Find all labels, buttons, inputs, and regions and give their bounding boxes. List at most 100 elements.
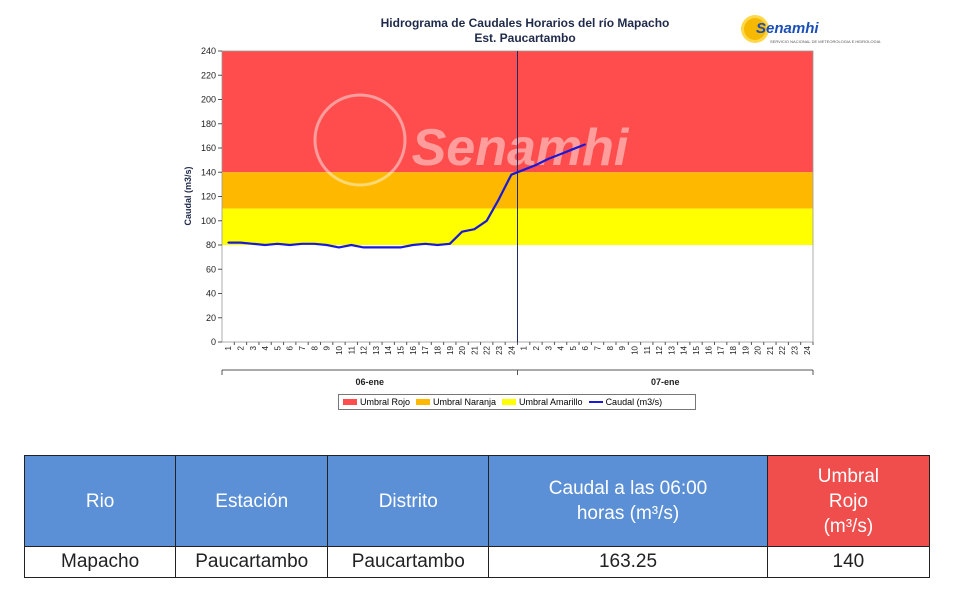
x-tick-label: 20 (754, 345, 763, 354)
data-point (461, 230, 463, 233)
y-tick-label: 140 (201, 167, 216, 177)
data-point (276, 242, 279, 245)
y-tick-label: 100 (201, 216, 216, 226)
data-point (412, 244, 414, 246)
x-tick-label: 4 (557, 345, 566, 350)
x-tick-label: 11 (347, 345, 356, 354)
x-tick-label: 8 (310, 345, 319, 350)
header-distrito: Distrito (327, 455, 490, 547)
x-tick-label: 18 (729, 345, 738, 354)
cell-distrito: Paucartambo (327, 546, 490, 578)
x-tick-label: 2 (532, 345, 541, 350)
hydrograph-chart: Senamhi 0 20 40 60 80 100 120 140 160 180 200 220 240… (183, 16, 880, 410)
x-tick-label: 10 (335, 345, 344, 354)
y-tick-label: 240 (201, 46, 216, 56)
legend-item-amarillo: Umbral Amarillo (502, 397, 583, 407)
y-tick-label: 40 (206, 289, 216, 299)
header-rio: Rio (23, 455, 177, 547)
legend-label-rojo: Umbral Rojo (360, 397, 411, 407)
header-umbral-rojo: Umbral Rojo (m³/s) (766, 455, 931, 547)
cell-rio: Mapacho (23, 546, 177, 578)
y-tick-label: 80 (206, 240, 216, 250)
x-tick-label: 13 (372, 345, 381, 354)
x-tick-label: 19 (446, 345, 455, 354)
data-point (288, 244, 291, 246)
x-tick-label: 3 (249, 345, 258, 350)
legend-label-amarillo: Umbral Amarillo (519, 397, 583, 407)
x-tick-label: 4 (261, 345, 270, 350)
chart-svg: Senamhi020406080100120140160180200220240… (183, 46, 814, 387)
y-tick-label: 60 (206, 264, 216, 274)
watermark-sun-icon (313, 93, 407, 187)
data-point (350, 244, 353, 246)
x-tick-label: 9 (323, 345, 332, 350)
x-tick-label: 1 (520, 345, 529, 350)
x-tick-label: 14 (680, 345, 689, 354)
x-group-label: 07-ene (651, 377, 680, 387)
legend-swatch-naranja (416, 399, 431, 405)
y-axis-label: Caudal (m3/s) (183, 166, 193, 225)
x-tick-label: 12 (360, 345, 369, 354)
x-tick-label: 21 (766, 345, 775, 354)
x-tick-label: 1 (224, 345, 233, 350)
x-tick-label: 23 (791, 345, 800, 354)
x-tick-label: 7 (298, 345, 307, 350)
chart-subtitle: Est. Paucartambo (474, 31, 576, 45)
series-line-caudal (228, 143, 586, 249)
data-point (264, 244, 266, 246)
data-point (485, 219, 488, 222)
chart-title: Hidrograma de Caudales Horarios del río … (380, 16, 670, 30)
data-point (572, 148, 574, 151)
y-tick-label: 20 (206, 313, 216, 323)
table-header-row: Rio Estación Distrito Caudal a las 06:00… (23, 455, 931, 547)
x-tick-label: 19 (741, 345, 750, 354)
legend-item-rojo: Umbral Rojo (343, 397, 410, 407)
x-tick-label: 16 (704, 345, 713, 354)
data-point (473, 228, 476, 231)
x-tick-label: 11 (643, 345, 652, 354)
legend-label-naranja: Umbral Naranja (433, 397, 497, 407)
y-tick-label: 160 (201, 143, 216, 153)
y-tick-label: 120 (201, 192, 216, 202)
x-tick-label: 12 (655, 345, 664, 354)
x-tick-label: 6 (286, 345, 295, 350)
data-point (362, 246, 365, 249)
data-point (338, 246, 340, 249)
data-point (498, 198, 500, 200)
x-tick-label: 10 (630, 345, 639, 354)
header-estacion: Estación (175, 455, 329, 547)
x-tick-label: 16 (409, 345, 418, 354)
chart-legend: Umbral Rojo Umbral Naranja Umbral Amaril… (338, 394, 696, 410)
data-point (510, 173, 513, 176)
data-point (535, 164, 537, 166)
x-tick-label: 17 (421, 345, 430, 354)
x-tick-label: 5 (569, 345, 578, 350)
data-point (448, 242, 451, 245)
x-tick-label: 20 (458, 345, 467, 354)
x-tick-label: 6 (581, 345, 590, 350)
data-point (251, 242, 254, 245)
watermark-text: Senamhi (412, 119, 630, 177)
y-tick-label: 200 (201, 95, 216, 105)
x-tick-label: 23 (495, 345, 504, 354)
logo-text: Senamhi (756, 20, 819, 37)
data-point (399, 246, 402, 249)
x-group-label: 06-ene (355, 377, 384, 387)
y-tick-label: 0 (211, 337, 216, 347)
data-point (387, 246, 390, 249)
data-point (375, 246, 377, 249)
chart-title-block: Hidrograma de Caudales Horarios del río … (330, 16, 720, 46)
legend-item-caudal: Caudal (m3/s) (588, 397, 662, 407)
x-tick-label: 21 (470, 345, 479, 354)
x-tick-label: 18 (433, 345, 442, 354)
legend-line-caudal (588, 401, 603, 403)
x-tick-label: 24 (803, 345, 812, 354)
sun-icon (744, 18, 766, 40)
x-tick-label: 5 (273, 345, 282, 350)
x-tick-label: 7 (594, 345, 603, 350)
x-tick-label: 15 (397, 345, 406, 354)
x-tick-label: 15 (692, 345, 701, 354)
x-tick-label: 22 (483, 345, 492, 354)
data-point (522, 169, 525, 171)
data-point (239, 241, 242, 244)
